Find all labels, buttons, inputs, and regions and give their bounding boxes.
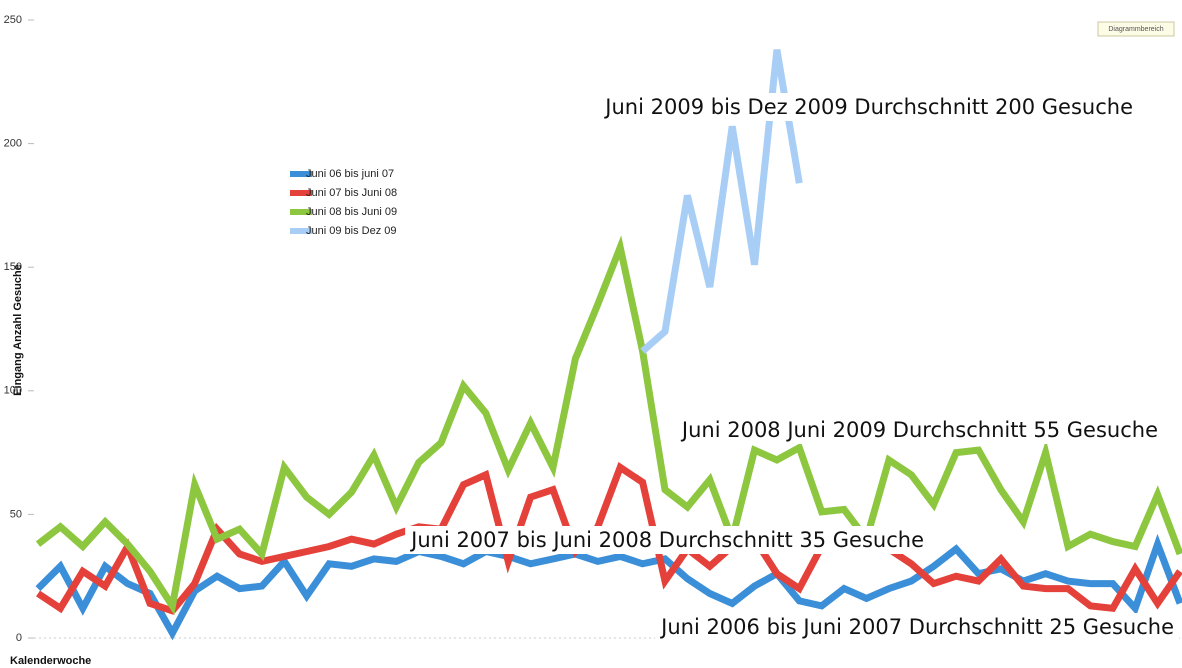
y-tick-label: 50 [10, 508, 22, 520]
badge-box [1097, 21, 1175, 37]
annotation: Juni 2009 bis Dez 2009 Durchschnitt 200 … [603, 95, 1133, 119]
annotation: Juni 2008 Juni 2009 Durchschnitt 55 Gesu… [680, 418, 1158, 442]
legend-label: Juni 09 bis Dez 09 [306, 225, 397, 237]
series-line [640, 49, 803, 354]
y-tick-label: 100 [4, 385, 22, 397]
x-axis-title: Kalenderwoche [10, 655, 91, 667]
series-line [36, 462, 1182, 615]
y-tick-label: 0 [16, 632, 22, 644]
annotation-bg [405, 526, 928, 554]
annotation: Juni 2007 bis Juni 2008 Durchschnitt 35 … [409, 528, 924, 552]
annotation: Juni 2006 bis Juni 2007 Durchschnitt 25 … [659, 615, 1174, 639]
annotation-bg [599, 93, 1137, 121]
series-line [35, 235, 1182, 616]
y-tick-label: 200 [4, 138, 22, 150]
legend-label: Juni 08 bis Juni 09 [306, 206, 397, 218]
y-axis-title: Eingang Anzahl Gesuche [12, 264, 24, 396]
annotation-bg [655, 613, 1178, 641]
annotation-bg [675, 416, 1162, 444]
y-tick-label: 250 [4, 14, 22, 26]
badge: Diagrammbereich [1108, 26, 1163, 33]
y-tick-label: 150 [4, 261, 22, 273]
legend-label: Juni 07 bis Juni 08 [306, 187, 397, 199]
legend-label: Juni 06 bis juni 07 [306, 168, 394, 180]
